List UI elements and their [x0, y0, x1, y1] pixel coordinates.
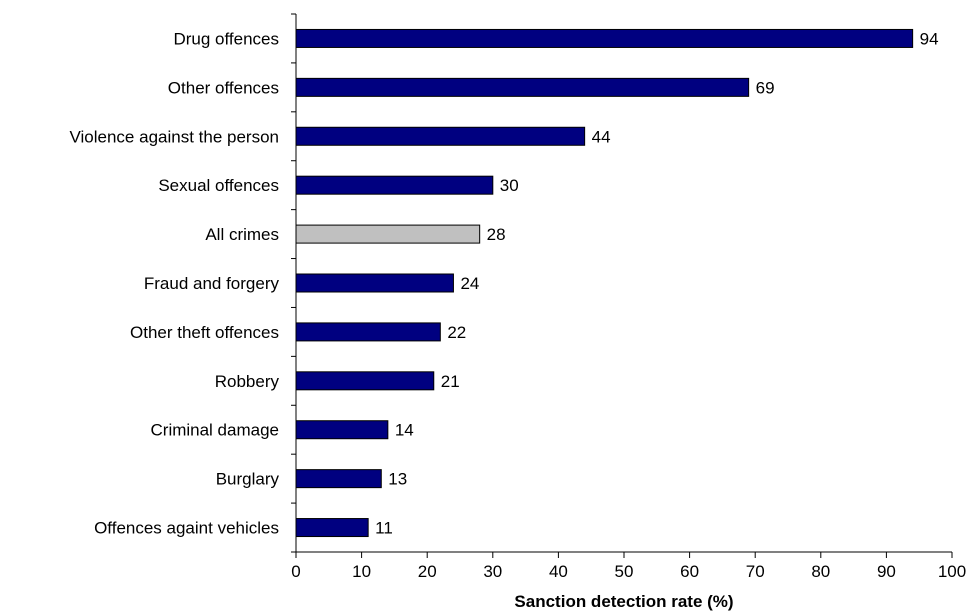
category-label-offences-againt-vehicles: Offences againt vehicles — [94, 519, 279, 538]
axes — [291, 13, 953, 558]
value-label-sexual-offences: 30 — [500, 176, 519, 195]
category-label-all-crimes: All crimes — [205, 225, 279, 244]
bar-offences-againt-vehicles — [295, 518, 369, 538]
x-tick-label-90: 90 — [877, 562, 896, 581]
category-label-other-theft-offences: Other theft offences — [130, 323, 279, 342]
bar-burglary — [295, 469, 382, 489]
value-label-offences-againt-vehicles: 11 — [375, 519, 393, 538]
value-label-other-theft-offences: 22 — [447, 323, 466, 342]
bar-drug-offences — [295, 28, 914, 48]
x-tick-label-80: 80 — [811, 562, 830, 581]
x-tick-label-70: 70 — [746, 562, 765, 581]
bar-other-theft-offences — [295, 322, 441, 342]
bar-violence-against-the-person — [295, 126, 586, 146]
x-tick-label-40: 40 — [549, 562, 568, 581]
x-tick-labels: 0 10 20 30 40 50 60 70 80 90 100 — [291, 562, 966, 581]
value-label-burglary: 13 — [388, 470, 407, 489]
bar-other-offences — [295, 77, 750, 97]
x-tick-label-30: 30 — [483, 562, 502, 581]
category-label-criminal-damage: Criminal damage — [151, 421, 280, 440]
value-label-drug-offences: 94 — [920, 29, 939, 48]
value-label-fraud-and-forgery: 24 — [460, 274, 479, 293]
x-tick-label-10: 10 — [352, 562, 371, 581]
value-label-other-offences: 69 — [756, 78, 775, 97]
bar-fraud-and-forgery — [295, 273, 454, 293]
category-label-drug-offences: Drug offences — [173, 29, 279, 48]
category-label-fraud-and-forgery: Fraud and forgery — [144, 274, 280, 293]
category-label-other-offences: Other offences — [168, 78, 279, 97]
bar-sexual-offences — [295, 175, 494, 195]
bar-robbery — [295, 371, 435, 391]
bar-criminal-damage — [295, 420, 389, 440]
x-tick-label-20: 20 — [418, 562, 437, 581]
value-label-violence-against-the-person: 44 — [592, 127, 611, 146]
x-tick-label-60: 60 — [680, 562, 699, 581]
value-label-robbery: 21 — [441, 372, 460, 391]
category-label-violence-against-the-person: Violence against the person — [69, 127, 279, 146]
value-label-criminal-damage: 14 — [395, 421, 414, 440]
x-tick-label-0: 0 — [291, 562, 300, 581]
category-labels: Drug offences Other offences Violence agai… — [69, 29, 279, 537]
category-label-burglary: Burglary — [216, 470, 280, 489]
category-label-robbery: Robbery — [215, 372, 280, 391]
x-tick-label-100: 100 — [938, 562, 966, 581]
bars-group — [295, 28, 914, 538]
value-label-all-crimes: 28 — [487, 225, 506, 244]
value-labels: 94 69 44 30 28 24 22 21 14 13 11 — [375, 29, 938, 537]
category-label-sexual-offences: Sexual offences — [158, 176, 279, 195]
x-tick-label-50: 50 — [615, 562, 634, 581]
x-axis-title: Sanction detection rate (%) — [514, 592, 733, 611]
bar-all-crimes — [295, 224, 481, 244]
